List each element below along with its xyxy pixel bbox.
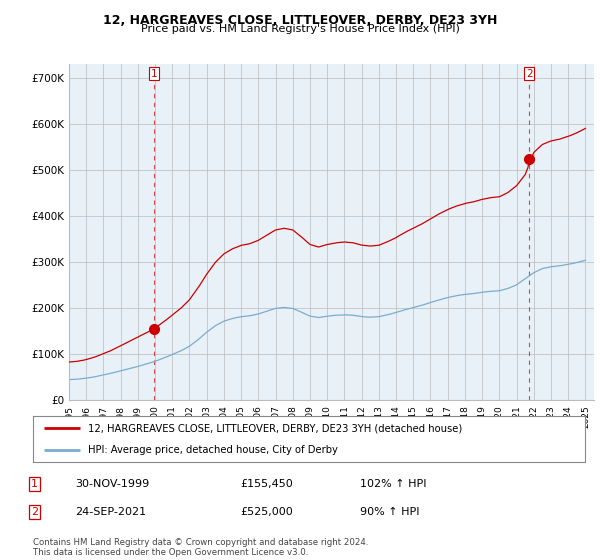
Text: 12, HARGREAVES CLOSE, LITTLEOVER, DERBY, DE23 3YH (detached house): 12, HARGREAVES CLOSE, LITTLEOVER, DERBY,… xyxy=(88,423,463,433)
Text: Contains HM Land Registry data © Crown copyright and database right 2024.
This d: Contains HM Land Registry data © Crown c… xyxy=(33,538,368,557)
Text: 2: 2 xyxy=(526,69,532,78)
Text: £155,450: £155,450 xyxy=(240,479,293,489)
Text: HPI: Average price, detached house, City of Derby: HPI: Average price, detached house, City… xyxy=(88,445,338,455)
Text: 90% ↑ HPI: 90% ↑ HPI xyxy=(360,507,419,517)
Text: £525,000: £525,000 xyxy=(240,507,293,517)
Text: 102% ↑ HPI: 102% ↑ HPI xyxy=(360,479,427,489)
Text: 1: 1 xyxy=(31,479,38,489)
Text: 30-NOV-1999: 30-NOV-1999 xyxy=(75,479,149,489)
Text: 2: 2 xyxy=(31,507,38,517)
Text: 24-SEP-2021: 24-SEP-2021 xyxy=(75,507,146,517)
Text: Price paid vs. HM Land Registry's House Price Index (HPI): Price paid vs. HM Land Registry's House … xyxy=(140,24,460,34)
Text: 1: 1 xyxy=(151,69,157,78)
Text: 12, HARGREAVES CLOSE, LITTLEOVER, DERBY, DE23 3YH: 12, HARGREAVES CLOSE, LITTLEOVER, DERBY,… xyxy=(103,14,497,27)
